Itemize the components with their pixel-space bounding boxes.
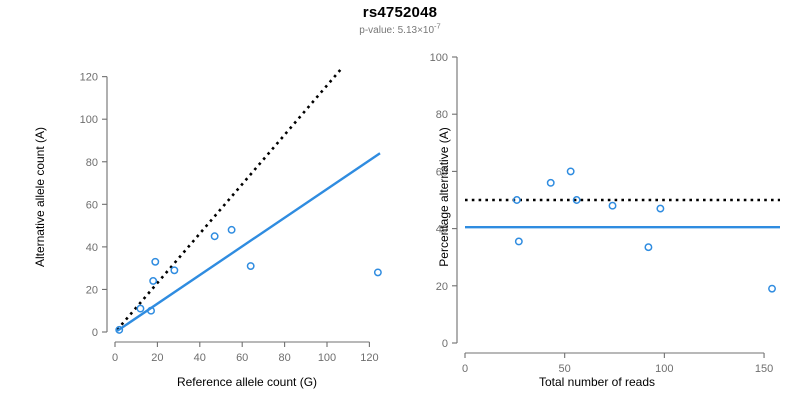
right-plot-svg: 0 20 40 60 80 100 0 50 100 150 (430, 52, 780, 375)
y-tick-label: 20 (436, 281, 448, 293)
data-point (149, 276, 158, 285)
data-point (608, 201, 617, 210)
x-tick-label: 0 (462, 363, 468, 375)
x-tick-label: 100 (318, 352, 336, 364)
y-tick-label: 60 (86, 199, 98, 211)
x-tick-label: 150 (755, 363, 773, 375)
right-x-axis-title: Total number of reads (538, 375, 656, 389)
data-point (644, 243, 653, 252)
y-tick-label: 40 (86, 242, 98, 254)
left-y-axis-title: Alternative allele count (A) (33, 126, 47, 268)
data-point (566, 167, 575, 176)
x-tick-label: 40 (194, 352, 206, 364)
data-point (656, 204, 665, 213)
regression-line (116, 152, 381, 332)
y-tick-label: 80 (86, 157, 98, 169)
x-tick-label: 120 (360, 352, 378, 364)
y-tick-label: 120 (80, 72, 98, 84)
y-tick-label: 0 (442, 338, 448, 350)
y-tick-label: 80 (436, 109, 448, 121)
x-tick-label: 100 (655, 363, 673, 375)
right-y-axis-title: Percentage alternative (A) (437, 127, 451, 267)
y-tick-label: 100 (80, 114, 98, 126)
y-tick-label: 60 (436, 166, 448, 178)
data-point (514, 237, 523, 246)
data-point (136, 304, 145, 313)
data-point (147, 306, 155, 315)
plot-region: 0 20 40 60 80 100 120 0 20 40 60 80 100 120 (80, 67, 382, 364)
x-tick-label: 50 (559, 363, 571, 375)
left-scatter-panel: Alternative allele count (A) Reference a… (33, 67, 382, 389)
data-point (246, 262, 255, 270)
data-point (546, 178, 555, 187)
data-point (373, 268, 382, 277)
data-point (512, 196, 521, 204)
data-point (151, 257, 160, 266)
left-x-axis-title: Reference allele count (G) (176, 375, 318, 389)
data-point (768, 284, 776, 293)
data-point (170, 266, 179, 275)
right-scatter-panel: Percentage alternative (A) Total number … (400, 0, 800, 400)
x-tick-label: 60 (236, 352, 248, 364)
plot-region: 0 20 40 60 80 100 0 50 100 150 (430, 52, 780, 375)
y-tick-label: 100 (430, 52, 448, 64)
x-tick-label: 80 (278, 352, 290, 364)
data-point (210, 232, 219, 241)
identity-line (116, 67, 343, 331)
data-point (227, 225, 236, 234)
y-tick-label: 20 (86, 284, 98, 296)
x-tick-label: 20 (151, 352, 163, 364)
y-tick-label: 0 (92, 327, 98, 339)
x-tick-label: 0 (112, 352, 118, 364)
left-plot-svg: 0 20 40 60 80 100 120 0 20 40 60 80 100 120 (80, 67, 382, 364)
data-point (572, 196, 581, 204)
data-point (115, 325, 124, 334)
y-tick-label: 40 (436, 224, 448, 236)
